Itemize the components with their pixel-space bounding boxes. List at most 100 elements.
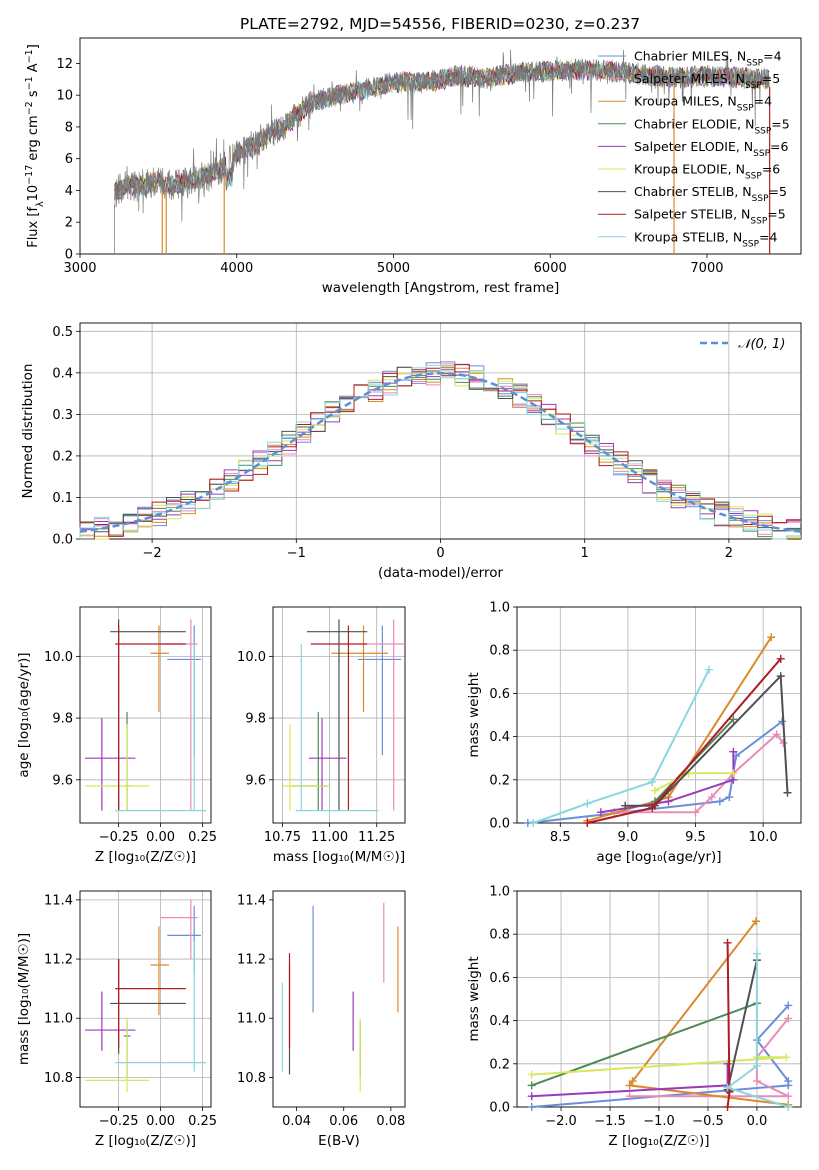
y-axis-label: Flux [fλ10−17 erg cm−2 s−1 A−1] [24, 44, 46, 248]
y-axis-label: mass [log₁₀(M/M☉)] [16, 933, 32, 1065]
legend-label: Salpeter MILES, NSSP=5 [634, 71, 780, 91]
x-axis-label: wavelength [Angstrom, rest frame] [322, 280, 560, 296]
mass_vs_ebv-axes: 0.04 0.06 0.08 10.8 11.0 11.2 11.4 E(B-V) [237, 890, 406, 1149]
y-tick-label: 10.8 [237, 1071, 266, 1086]
legend-text: Kroupa ELODIE, N [634, 162, 745, 177]
legend-label: Salpeter ELODIE, NSSP=6 [634, 139, 789, 159]
legend-sub: SSP [737, 104, 754, 114]
ssp-weight-marker [752, 949, 761, 958]
ssp-weight-line [614, 732, 785, 814]
ssp-weight-marker [784, 1092, 793, 1101]
y-tick-label: 10.0 [44, 650, 73, 665]
legend-label: Kroupa MILES, NSSP=4 [634, 94, 772, 114]
axes-frame [79, 606, 212, 824]
legend-sub: SSP [754, 126, 771, 136]
ssp-weight-marker [583, 799, 592, 808]
x-tick-label: 11.00 [311, 830, 348, 845]
axes-frame [516, 606, 802, 824]
y-tick-label: 0.0 [489, 817, 510, 832]
x-tick-label: −0.25 [99, 1114, 139, 1129]
x-axis-label: (data-model)/error [378, 565, 504, 581]
ssp-weight-marker [705, 665, 714, 674]
ssp-weight-marker [751, 917, 760, 926]
y-tick-label: 0.3 [52, 408, 73, 423]
x-tick-label: −1.0 [643, 1114, 675, 1129]
y-tick-label: 8 [65, 120, 73, 135]
y-tick-label: 0.4 [52, 366, 73, 381]
legend-suffix: =5 [762, 71, 780, 86]
y-tick-label: 10.0 [237, 650, 266, 665]
legend-sub: SSP [745, 172, 762, 182]
legend-label: Salpeter STELIB, NSSP=5 [634, 207, 786, 227]
y-tick-label: 4 [65, 184, 73, 199]
y-label-part: −2 [24, 101, 35, 115]
y-tick-label: 9.6 [245, 773, 266, 788]
x-tick-label: 0.06 [329, 1114, 358, 1129]
x-tick-label: 1 [581, 546, 589, 561]
legend-label: 𝒩(0, 1) [738, 337, 785, 352]
y-axis-label: mass weight [466, 672, 482, 757]
ssp-weight-marker [625, 1081, 634, 1090]
legend-text: Chabrier STELIB, N [634, 184, 752, 199]
x-tick-label: 2 [725, 546, 733, 561]
ssp-weight-marker [729, 747, 738, 756]
ssp-weight-marker [772, 730, 781, 739]
ssp-weight-marker [527, 1070, 536, 1079]
y-tick-label: 11.4 [237, 893, 266, 908]
residual-histogram-kroupa_stelib [79, 364, 801, 540]
x-tick-label: −1 [287, 546, 306, 561]
ssp-weight-line [726, 959, 758, 1090]
y-tick-label: 0.8 [489, 928, 510, 943]
x-tick-label: 5000 [377, 261, 410, 276]
legend-text: Kroupa STELIB, N [634, 229, 742, 244]
legend-suffix: =6 [770, 139, 788, 154]
ssp-weight-line [725, 953, 789, 1108]
y-label-part: −1 [24, 49, 35, 63]
x-tick-label: 10.0 [749, 830, 778, 845]
figure-title: PLATE=2792, MJD=54556, FIBERID=0230, z=0… [240, 15, 640, 33]
ssp-weight-marker [707, 793, 716, 802]
x-tick-label: 7000 [690, 261, 723, 276]
legend-label: Kroupa STELIB, NSSP=4 [634, 229, 778, 249]
legend-sub: SSP [745, 81, 762, 91]
x-tick-label: 8.5 [550, 830, 571, 845]
x-tick-label: 0.0 [747, 1114, 768, 1129]
legend-sub: SSP [742, 239, 759, 249]
x-tick-label: 0 [436, 546, 444, 561]
ssp-weight-marker [723, 1083, 732, 1092]
y-label-part: −17 [24, 165, 35, 185]
ssp-weight-marker [782, 1053, 791, 1062]
x-tick-label: 9.5 [685, 830, 706, 845]
ssp-weight-marker [784, 1001, 793, 1010]
legend-sub: SSP [752, 194, 769, 204]
ssp-weight-marker [527, 1103, 536, 1111]
x-tick-label: 0.00 [146, 830, 175, 845]
legend-label: Chabrier MILES, NSSP=4 [634, 49, 782, 69]
y-axis-label: Normed distribution [20, 364, 36, 499]
ssp-weight-marker [529, 819, 538, 827]
y-tick-label: 11.2 [44, 953, 73, 968]
ssp-weight-marker [650, 786, 659, 795]
x-tick-label: −2.0 [545, 1114, 577, 1129]
ssp-weight-marker [691, 808, 700, 817]
axes-frame [79, 890, 212, 1108]
weight_vs_age-axes: 8.5 9.0 9.5 10.0 0.0 0.2 0.4 0.6 0.8 1.0 age [log₁… [466, 601, 802, 865]
y-tick-label: 11.0 [44, 1012, 73, 1027]
x-tick-label: 0.25 [188, 1114, 217, 1129]
x-tick-label: −2 [143, 546, 162, 561]
y-tick-label: 6 [65, 152, 73, 167]
y-label-part: −1 [24, 76, 35, 90]
x-axis-label: Z [log₁₀(Z/Z☉)] [95, 1133, 196, 1149]
legend-sub: SSP [753, 149, 770, 159]
axes-frame [79, 37, 802, 255]
ssp-weight-marker [527, 1081, 536, 1090]
y-tick-label: 0.4 [489, 1014, 510, 1029]
ssp-weight-marker [778, 717, 787, 726]
x-tick-label: 0.00 [146, 1114, 175, 1129]
ssp-weight-line [532, 669, 710, 824]
x-tick-label: 6000 [534, 261, 567, 276]
y-label-part: ] [26, 44, 41, 49]
ssp-weight-marker [776, 672, 785, 681]
x-tick-label: 10.75 [264, 830, 301, 845]
